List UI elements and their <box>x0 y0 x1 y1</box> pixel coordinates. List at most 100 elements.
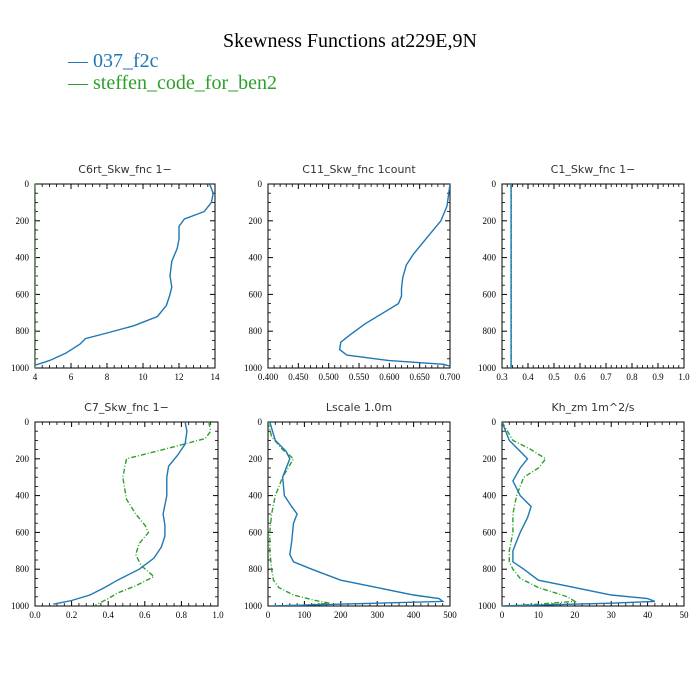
y-tick-label: 200 <box>16 216 30 226</box>
x-tick-label: 0.3 <box>496 372 508 382</box>
x-tick-label: 0.4 <box>103 610 115 620</box>
x-tick-label: 0.4 <box>522 372 534 382</box>
y-tick-label: 200 <box>16 454 30 464</box>
y-tick-label: 0 <box>492 417 497 427</box>
subplot-5: Lscale 1.0m 0 100 200 300 400 500 0 200 400 600 800… <box>244 401 457 620</box>
y-tick-label: 400 <box>249 253 263 263</box>
x-tick-label: 14 <box>211 372 221 382</box>
figure-title: Skewness Functions at229E,9N <box>223 30 477 52</box>
x-tick-label: 0.700 <box>440 372 461 382</box>
plot-frame <box>34 183 216 369</box>
y-tick-label: 0 <box>25 417 30 427</box>
y-tick-label: 0 <box>25 179 30 189</box>
x-tick-label: 0.5 <box>548 372 560 382</box>
subplot-title: Kh_zm 1m^2/s <box>551 401 634 414</box>
subplot-title: C7_Skw_fnc 1− <box>84 401 169 414</box>
legend-item-037-f2c: — 037_f2c <box>68 50 159 72</box>
x-tick-label: 0.6 <box>139 610 151 620</box>
subplot-2: C11_Skw_fnc 1count 0.400 0.450 0.500 0.550 0.… <box>244 163 461 382</box>
x-tick-label: 0.0 <box>29 610 41 620</box>
y-tick-label: 200 <box>249 216 263 226</box>
y-tick-label: 1000 <box>11 363 30 373</box>
x-tick-label: 0.450 <box>288 372 309 382</box>
y-tick-label: 400 <box>16 491 30 501</box>
x-tick-label: 8 <box>105 372 110 382</box>
legend-item-steffen-code-for-ben2: — steffen_code_for_ben2 <box>68 72 278 94</box>
series-line-037-f2c <box>338 184 450 367</box>
x-tick-label: 400 <box>407 610 421 620</box>
subplot-title: C11_Skw_fnc 1count <box>302 163 416 176</box>
plot-frame <box>34 421 219 607</box>
y-tick-label: 600 <box>249 289 263 299</box>
x-tick-label: 6 <box>69 372 74 382</box>
y-tick-label: 400 <box>483 491 497 501</box>
x-tick-label: 0.2 <box>66 610 77 620</box>
y-tick-label: 600 <box>483 527 497 537</box>
y-tick-label: 1000 <box>244 601 263 611</box>
x-tick-label: 50 <box>680 610 690 620</box>
x-tick-label: 0.600 <box>379 372 400 382</box>
y-tick-label: 0 <box>258 179 263 189</box>
x-tick-label: 0.650 <box>410 372 431 382</box>
x-tick-label: 0.8 <box>626 372 638 382</box>
y-tick-label: 1000 <box>11 601 30 611</box>
x-tick-label: 500 <box>443 610 457 620</box>
x-tick-label: 0.7 <box>600 372 612 382</box>
y-tick-label: 1000 <box>478 601 497 611</box>
subplot-4: C7_Skw_fnc 1− 0.0 0.2 0.4 0.6 0.8 1.0 0 200 400 60… <box>11 401 224 620</box>
series-line-037-f2c <box>269 422 445 606</box>
x-tick-label: 0 <box>266 610 271 620</box>
plot-frame <box>501 183 685 369</box>
y-tick-label: 400 <box>249 491 263 501</box>
subplot-title: C6rt_Skw_fnc 1− <box>78 163 171 176</box>
x-tick-label: 20 <box>570 610 580 620</box>
subplot-3: C1_Skw_fnc 1− 0.3 0.4 0.5 0.6 0.7 0.8 0.9 1.0 0 20… <box>478 163 690 382</box>
y-tick-label: 0 <box>258 417 263 427</box>
series-line-037-f2c <box>502 422 656 606</box>
y-tick-label: 600 <box>483 289 497 299</box>
y-tick-label: 1000 <box>478 363 497 373</box>
y-tick-label: 800 <box>483 326 497 336</box>
x-tick-label: 0.9 <box>652 372 664 382</box>
subplot-title: C1_Skw_fnc 1− <box>551 163 636 176</box>
subplot-title: Lscale 1.0m <box>326 401 392 414</box>
x-tick-label: 30 <box>607 610 617 620</box>
x-tick-label: 1.0 <box>678 372 690 382</box>
subplot-1: C6rt_Skw_fnc 1− 4 6 8 10 12 14 0 200 400 600 800 100… <box>11 163 220 382</box>
x-tick-label: 10 <box>534 610 544 620</box>
legend: — 037_f2c — steffen_code_for_ben2 <box>68 50 277 94</box>
x-tick-label: 0.400 <box>258 372 279 382</box>
y-tick-label: 600 <box>16 527 30 537</box>
x-tick-label: 40 <box>643 610 653 620</box>
y-tick-label: 200 <box>483 454 497 464</box>
y-tick-label: 800 <box>249 326 263 336</box>
x-tick-label: 0.500 <box>319 372 340 382</box>
series-line-037-f2c <box>35 184 214 366</box>
plot-frame <box>267 421 451 607</box>
x-tick-label: 1.0 <box>212 610 224 620</box>
subplot-6: Kh_zm 1m^2/s 0 10 20 30 40 50 0 200 400 600 800 1000 <box>478 401 689 620</box>
x-tick-label: 0 <box>500 610 505 620</box>
x-tick-label: 12 <box>175 372 184 382</box>
x-tick-label: 100 <box>298 610 312 620</box>
y-tick-label: 800 <box>16 564 30 574</box>
y-tick-label: 600 <box>16 289 30 299</box>
x-tick-label: 0.550 <box>349 372 370 382</box>
y-tick-label: 800 <box>249 564 263 574</box>
y-tick-label: 600 <box>249 527 263 537</box>
series-line-steffen-code-for-ben2 <box>502 422 577 606</box>
x-tick-label: 0.6 <box>574 372 586 382</box>
x-tick-label: 10 <box>139 372 149 382</box>
series-line-037-f2c <box>53 422 188 605</box>
x-tick-label: 300 <box>370 610 384 620</box>
y-tick-label: 400 <box>16 253 30 263</box>
y-tick-label: 400 <box>483 253 497 263</box>
plot-frame <box>267 183 451 369</box>
series-line-steffen-code-for-ben2 <box>268 422 331 606</box>
x-tick-label: 0.8 <box>176 610 188 620</box>
y-tick-label: 1000 <box>244 363 263 373</box>
y-tick-label: 200 <box>483 216 497 226</box>
x-tick-label: 200 <box>334 610 348 620</box>
series-line-steffen-code-for-ben2 <box>95 422 212 606</box>
